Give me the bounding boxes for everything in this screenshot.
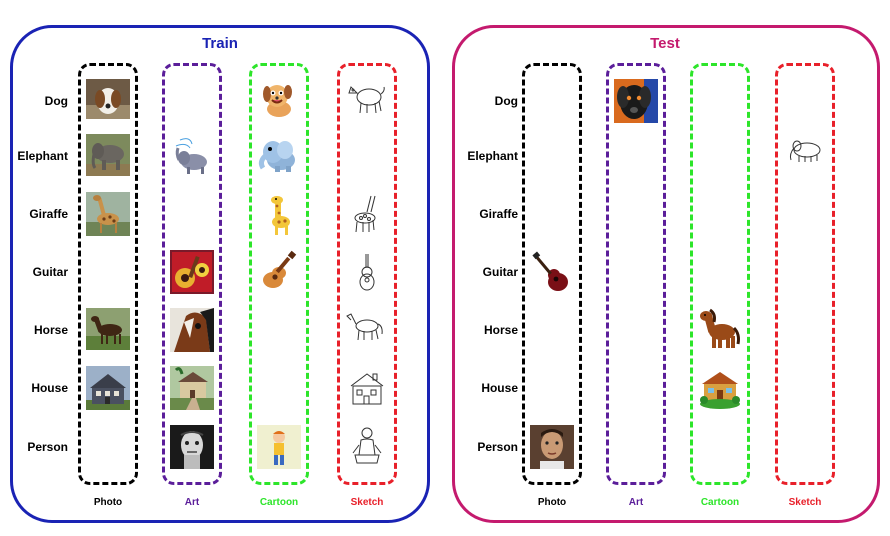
test-title: Test — [650, 35, 680, 52]
horse-art-icon — [170, 308, 214, 352]
guitar-art-icon — [170, 250, 214, 294]
person-cartoon-icon — [257, 425, 301, 469]
giraffe-sketch-icon — [354, 195, 376, 233]
test-row-label-guitar: Guitar — [482, 265, 518, 279]
person-art-icon — [170, 425, 214, 469]
train-column-label-cartoon: Cartoon — [259, 497, 299, 508]
test-row-label-person: Person — [477, 440, 518, 454]
house-photo-icon — [86, 366, 130, 410]
train-column-label-sketch: Sketch — [350, 497, 384, 508]
test-row-label-giraffe: Giraffe — [479, 207, 518, 221]
giraffe-photo-icon — [86, 192, 130, 236]
train-row-label-dog: Dog — [44, 94, 68, 108]
test-column-cartoon — [690, 63, 750, 485]
giraffe-cartoon-icon — [271, 196, 290, 235]
train-column-cartoon — [249, 63, 309, 485]
horse-cartoon-icon — [700, 308, 740, 348]
person-photo-icon — [530, 425, 574, 469]
test-row-label-house: House — [481, 381, 518, 395]
test-row-label-elephant: Elephant — [467, 149, 518, 163]
train-column-photo — [78, 63, 138, 485]
train-row-label-house: House — [31, 381, 68, 395]
test-column-label-sketch: Sketch — [788, 497, 822, 508]
test-row-label-dog: Dog — [494, 94, 518, 108]
train-column-label-art: Art — [184, 497, 200, 508]
dog-sketch-icon — [348, 86, 385, 114]
train-row-label-horse: Horse — [33, 323, 68, 337]
test-panel — [452, 25, 880, 523]
house-cartoon-icon — [700, 372, 740, 409]
train-title: Train — [202, 35, 238, 52]
guitar-sketch-icon — [359, 254, 375, 291]
dog-art-icon — [614, 79, 658, 123]
train-panel — [10, 25, 430, 523]
dog-photo-icon — [86, 79, 130, 119]
house-sketch-icon — [350, 373, 384, 405]
horse-sketch-icon — [346, 313, 383, 341]
train-row-label-giraffe: Giraffe — [29, 207, 68, 221]
test-column-sketch — [775, 63, 835, 485]
test-column-label-photo: Photo — [537, 497, 567, 508]
dog-cartoon-icon — [263, 85, 292, 117]
test-row-label-horse: Horse — [483, 323, 518, 337]
guitar-cartoon-icon — [263, 250, 297, 288]
test-column-art — [606, 63, 666, 485]
train-column-label-photo: Photo — [93, 497, 123, 508]
train-column-art — [162, 63, 222, 485]
train-row-label-person: Person — [27, 440, 68, 454]
elephant-cartoon-icon — [258, 141, 295, 172]
person-sketch-icon — [352, 427, 382, 464]
train-row-label-guitar: Guitar — [32, 265, 68, 279]
house-art-icon — [170, 366, 214, 410]
giraffe-art-icon — [614, 192, 658, 236]
horse-photo-icon — [86, 308, 130, 350]
guitar-photo-icon — [532, 251, 568, 291]
elephant-photo-icon — [86, 134, 130, 176]
train-column-sketch — [337, 63, 397, 485]
train-row-label-elephant: Elephant — [17, 149, 68, 163]
test-column-label-art: Art — [628, 497, 644, 508]
test-column-label-cartoon: Cartoon — [700, 497, 740, 508]
test-column-photo — [522, 63, 582, 485]
elephant-art-icon — [175, 138, 207, 174]
elephant-sketch-icon — [789, 140, 821, 162]
